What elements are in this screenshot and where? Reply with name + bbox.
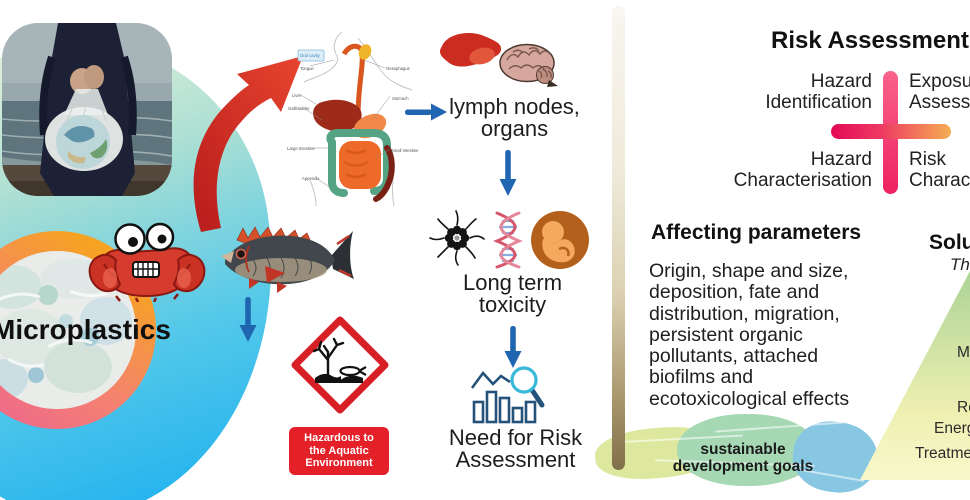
quadrant-risk-characterisation: Risk Characterisation — [909, 149, 970, 191]
digestive-label: Appendix — [302, 176, 320, 181]
brain-icon — [499, 43, 558, 87]
risk-cross-horizontal — [831, 124, 951, 139]
affecting-parameters-body: Origin, shape and size, deposition, fate… — [649, 260, 850, 410]
long-term-toxicity-text: Long term toxicity — [462, 270, 563, 317]
hazard-aquatic-pictogram — [291, 316, 389, 414]
photo-person-plastic-bag — [2, 23, 172, 196]
solutions-subheading: The waste hierarchy — [950, 255, 970, 274]
sdg-label: sustainable development goals — [672, 441, 814, 475]
red-curved-arrow — [193, 56, 303, 232]
digestive-label: Large Intestine — [287, 146, 315, 151]
pyramid-level: Energy recovery — [934, 420, 970, 437]
liver-shape — [313, 99, 362, 132]
fish-icon — [221, 226, 354, 293]
sperm-star-icon — [429, 210, 485, 266]
colon-shape — [373, 145, 395, 202]
arrow-right-icon — [405, 103, 447, 121]
digestive-label: Stomach — [392, 96, 409, 101]
risk-stages-title: Risk Assessment stages — [771, 27, 970, 54]
need-risk-assessment-text: Need for Risk Assessment — [448, 425, 583, 472]
quadrant-hazard-identification: Hazard Identification — [765, 71, 872, 113]
pyramid-level: Treatment — [915, 445, 970, 462]
section-divider — [612, 6, 625, 470]
quadrant-exposure-assessment: Exposure Assessment — [909, 71, 970, 113]
arrow-down-icon — [504, 326, 522, 368]
quadrant-hazard-characterisation: Hazard Characterisation — [733, 149, 872, 191]
arrow-down-icon — [499, 150, 517, 196]
crab-icon — [88, 222, 206, 302]
gland-shape — [358, 44, 372, 60]
digestive-label: Oral cavity — [300, 53, 321, 58]
arrow-down-icon — [239, 297, 257, 342]
bar-chart-magnifier-icon — [470, 366, 545, 424]
affecting-parameters-heading: Affecting parameters — [651, 221, 862, 244]
dna-icon — [493, 211, 523, 269]
digestive-label: Small Intestine — [391, 148, 419, 153]
microplastics-label: Microplastics — [0, 314, 171, 345]
digestive-label: Oesophagus — [386, 66, 410, 71]
digestive-system-diagram: Oral cavity Tongue Oesophagus Liver Gall… — [287, 31, 419, 207]
fetus-icon — [531, 211, 589, 269]
pyramid-level: Recycling — [957, 399, 970, 416]
sdg-brushstroke — [593, 404, 882, 498]
digestive-label: Tongue — [300, 66, 314, 71]
hazard-sign-label: Hazardous to the Aquatic Environment — [289, 427, 389, 475]
waste-pyramid — [860, 271, 970, 480]
pyramid-level: Minimisation — [957, 344, 970, 361]
solutions-heading: Solutions — [929, 231, 970, 254]
digestive-label: Liver — [292, 93, 302, 98]
lymph-organs-text: lymph nodes, organs — [449, 94, 580, 141]
liver-icon — [440, 33, 502, 67]
digestive-label: Gallbladder — [288, 106, 310, 111]
oral-cavity-label-box — [297, 49, 325, 62]
